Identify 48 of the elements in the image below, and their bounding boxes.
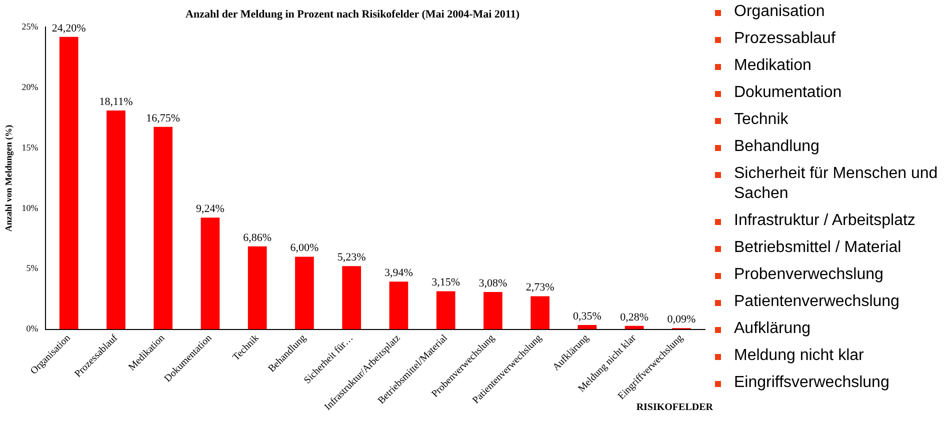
bar [436, 291, 456, 330]
y-axis-title: Anzahl von Meldungen (%) [4, 124, 14, 232]
data-label: 2,73% [526, 282, 554, 294]
text: Behandlung [734, 137, 820, 157]
bar [342, 266, 362, 330]
data-label: 16,75% [146, 112, 180, 124]
data-label: 0,09% [667, 314, 696, 326]
bar [530, 296, 550, 330]
bar [484, 292, 502, 330]
data-label: 3,94% [384, 267, 413, 280]
x-axis-title: RISIKOFELDER [636, 402, 714, 413]
text: Infrastruktur / Arbeitsplatz [734, 211, 916, 231]
data-label: 5,23% [337, 251, 366, 264]
bar [154, 126, 173, 330]
chart-title: Anzahl der Meldung in Prozent nach Risikofelder (Mai 2004-Mai 2011) [186, 8, 520, 20]
y-tick-label: 0% [26, 324, 39, 334]
bar [389, 282, 408, 330]
text: Patientenverwechslung [734, 292, 900, 312]
bar [59, 36, 78, 330]
bar [106, 110, 126, 330]
data-label: 0,35% [572, 310, 602, 322]
text: Sicherheit für Menschen und Sachen [734, 164, 939, 204]
text: Organisation [734, 2, 825, 22]
text: Betriebsmittel / Material [734, 238, 902, 258]
bar [248, 246, 267, 330]
data-label: 18,11% [99, 96, 133, 108]
y-tick-label: 15% [22, 142, 39, 152]
data-label: 6,86% [243, 232, 272, 244]
y-tick-label: 10% [22, 202, 39, 213]
y-tick-label: 25% [22, 22, 39, 32]
data-label: 24,20% [52, 22, 86, 34]
data-label: 0,28% [620, 311, 649, 324]
text: Dokumentation [734, 83, 842, 103]
y-tick-label: 5% [26, 263, 39, 274]
text: Aufklärung [734, 319, 810, 339]
text: Eingriffsverwechslung [734, 373, 890, 393]
text: Technik [734, 110, 788, 130]
y-tick-label: 20% [22, 82, 39, 92]
data-label: 3,08% [478, 277, 508, 290]
text: Medikation [734, 56, 812, 76]
bar [578, 325, 597, 330]
data-label: 6,00% [290, 242, 319, 254]
data-label: 3,15% [432, 276, 460, 289]
text: Prozessablauf [734, 29, 836, 49]
data-label: 9,24% [196, 203, 224, 216]
text: Probenverwechslung [734, 265, 884, 285]
bar [295, 256, 314, 330]
bar [200, 218, 220, 330]
